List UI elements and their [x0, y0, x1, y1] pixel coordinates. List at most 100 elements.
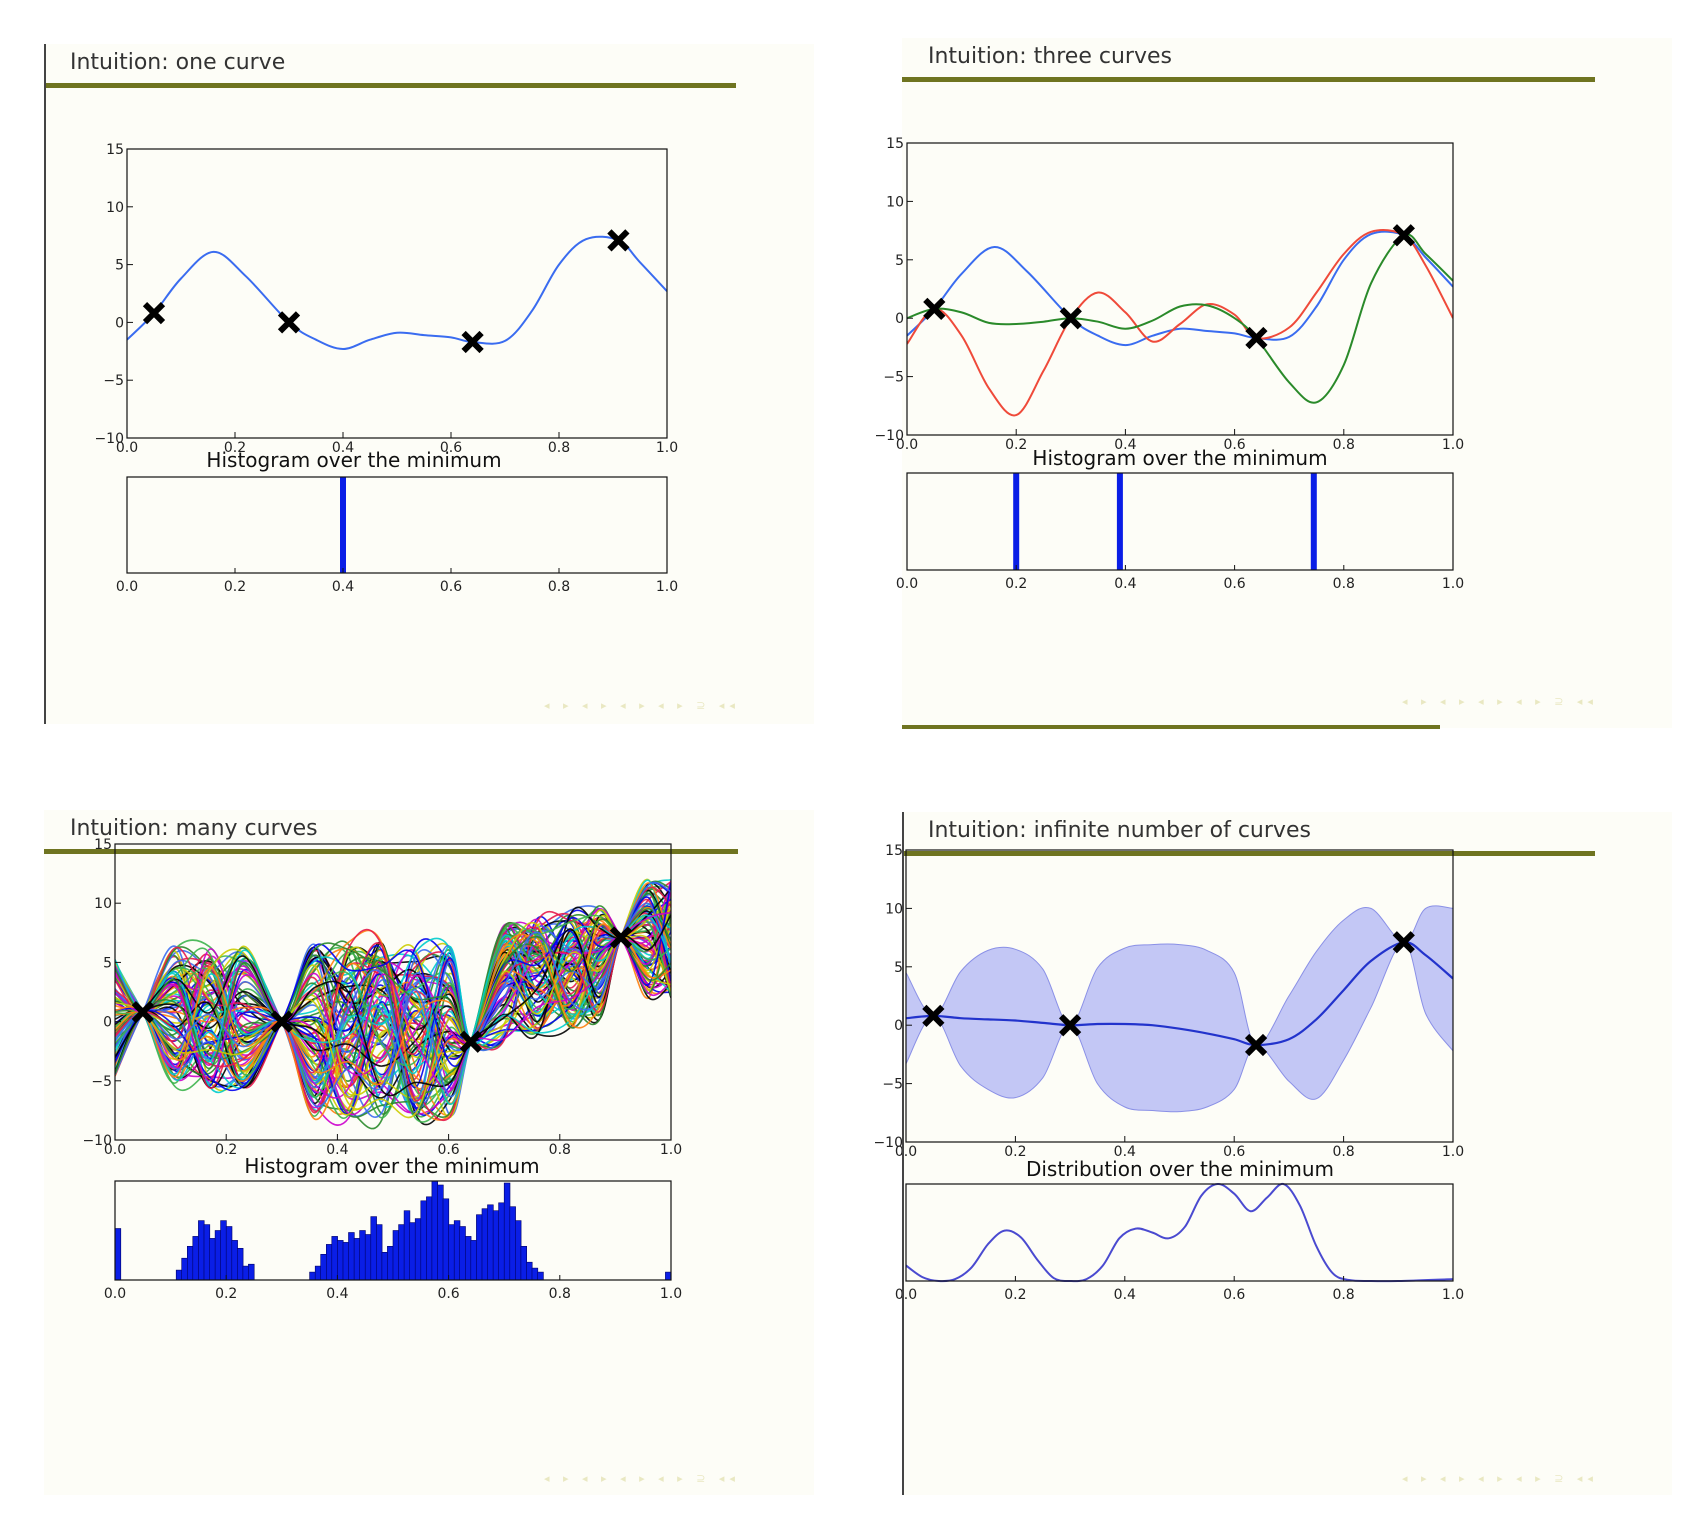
histogram-bar — [175, 1269, 183, 1281]
x-tick-label: 0.2 — [215, 1286, 237, 1302]
slide-title: Intuition: infinite number of curves — [928, 818, 1311, 843]
x-tick-label: 0.6 — [1223, 437, 1245, 453]
histogram-bar — [520, 1245, 527, 1281]
y-tick-label: −10 — [94, 431, 124, 447]
histogram-bar — [526, 1261, 533, 1281]
histogram-frame — [126, 476, 668, 574]
histogram-bar — [381, 1251, 388, 1281]
x-tick-label: 0.2 — [224, 579, 246, 595]
y-tick-label: 5 — [895, 253, 904, 269]
y-tick-label: 5 — [115, 258, 124, 274]
x-tick-label: 0.8 — [548, 440, 570, 456]
x-tick-label: 0.0 — [104, 1286, 126, 1302]
histogram-bar — [514, 1220, 522, 1281]
histogram-bar — [114, 1228, 122, 1281]
histogram-bar — [392, 1230, 400, 1281]
y-tick-label: −5 — [103, 373, 124, 389]
sample-curve — [115, 885, 671, 1115]
observation-marker — [1392, 224, 1415, 247]
histogram-bar — [498, 1202, 505, 1281]
slide-three-curves: Intuition: three curves 15 10 5 0 −5 −10 0.0 0.… — [874, 38, 1672, 729]
histogram-bar — [665, 1271, 672, 1281]
x-tick-label: 1.0 — [660, 1286, 682, 1302]
histogram-frame — [114, 1180, 672, 1281]
observation-marker — [142, 302, 166, 325]
histogram-bar — [476, 1214, 483, 1281]
histogram-bar — [509, 1206, 516, 1281]
histogram-bar — [198, 1220, 205, 1281]
histogram-bar — [237, 1247, 244, 1281]
x-tick-label: 0.2 — [224, 440, 246, 456]
y-tick-label: 10 — [885, 901, 903, 917]
x-tick-label: 0.2 — [1004, 1287, 1026, 1303]
histogram-bar — [437, 1184, 444, 1281]
x-tick-label: 0.2 — [1005, 576, 1027, 592]
histogram-bar — [387, 1245, 394, 1281]
y-tick-label: 0 — [895, 311, 904, 327]
x-tick-label: 1.0 — [1442, 1144, 1464, 1160]
histogram-bar — [314, 1265, 322, 1281]
histogram-bar — [1013, 473, 1020, 570]
histogram-bar — [481, 1208, 489, 1281]
x-tick-label: 0.2 — [1005, 437, 1027, 453]
histogram-bar — [359, 1230, 366, 1281]
y-tick-label: −5 — [882, 1077, 903, 1093]
x-tick-label: 0.2 — [215, 1142, 237, 1158]
slide-nav-icons: ◂ ▸ ◂ ▸ ◂ ▸ ◂ ▸ ⊇ ◂◂ — [544, 1472, 740, 1485]
sample-curve — [115, 911, 671, 1043]
title-rule — [44, 83, 736, 88]
y-tick-label: 5 — [103, 955, 112, 971]
x-tick-label: 0.0 — [104, 1142, 126, 1158]
x-tick-label: 0.6 — [1223, 576, 1245, 592]
observation-marker — [131, 1001, 154, 1024]
main-plot-frame — [905, 849, 1454, 1143]
sample-curve — [115, 879, 671, 1081]
x-tick-label: 0.4 — [1114, 1287, 1136, 1303]
y-tick-label: −5 — [91, 1074, 112, 1090]
histogram-bar — [220, 1220, 227, 1281]
y-tick-label: −10 — [82, 1133, 112, 1149]
observation-marker — [1392, 931, 1415, 954]
histogram-bar — [340, 477, 346, 573]
confidence-band — [906, 905, 1453, 1113]
sample-curve — [115, 914, 671, 1074]
observation-marker — [270, 1010, 293, 1033]
sample-curve — [115, 914, 671, 1076]
y-tick-label: 15 — [94, 837, 112, 853]
histogram-bar — [353, 1238, 361, 1281]
y-tick-label: 0 — [894, 1018, 903, 1034]
histogram-bar — [203, 1224, 211, 1281]
x-tick-label: 0.4 — [1114, 576, 1136, 592]
slide-title: Intuition: three curves — [928, 44, 1172, 69]
slide-many-curves: Intuition: many curves 15 10 5 0 −5 −10 0.0 0.2… — [44, 810, 814, 1495]
x-tick-label: 0.0 — [116, 579, 138, 595]
x-tick-label: 1.0 — [656, 579, 678, 595]
histogram-bar — [531, 1267, 539, 1281]
histogram-bar — [470, 1240, 477, 1281]
sample-curve — [115, 890, 671, 1076]
series-curve — [127, 235, 667, 351]
y-tick-label: 15 — [886, 136, 904, 152]
x-tick-label: 0.0 — [895, 1287, 917, 1303]
x-tick-label: 1.0 — [656, 440, 678, 456]
x-tick-label: 0.4 — [1114, 437, 1136, 453]
series-curve — [907, 230, 1453, 347]
x-tick-label: 0.4 — [326, 1286, 348, 1302]
title-rule — [902, 851, 1595, 856]
x-tick-label: 1.0 — [1442, 437, 1464, 453]
histogram-bar — [398, 1224, 405, 1281]
observation-marker — [607, 229, 630, 252]
y-tick-label: 15 — [106, 142, 124, 158]
observation-marker — [277, 311, 301, 334]
x-tick-label: 0.6 — [1223, 1287, 1245, 1303]
histogram-bar — [225, 1226, 233, 1281]
histogram-bar — [325, 1244, 333, 1281]
x-tick-label: 0.4 — [332, 440, 354, 456]
x-tick-label: 0.6 — [437, 1286, 459, 1302]
histogram-bar — [342, 1242, 350, 1281]
x-tick-label: 0.8 — [549, 1142, 571, 1158]
x-tick-label: 0.4 — [1114, 1144, 1136, 1160]
x-tick-label: 0.8 — [1333, 437, 1355, 453]
sample-curve — [115, 908, 671, 1116]
